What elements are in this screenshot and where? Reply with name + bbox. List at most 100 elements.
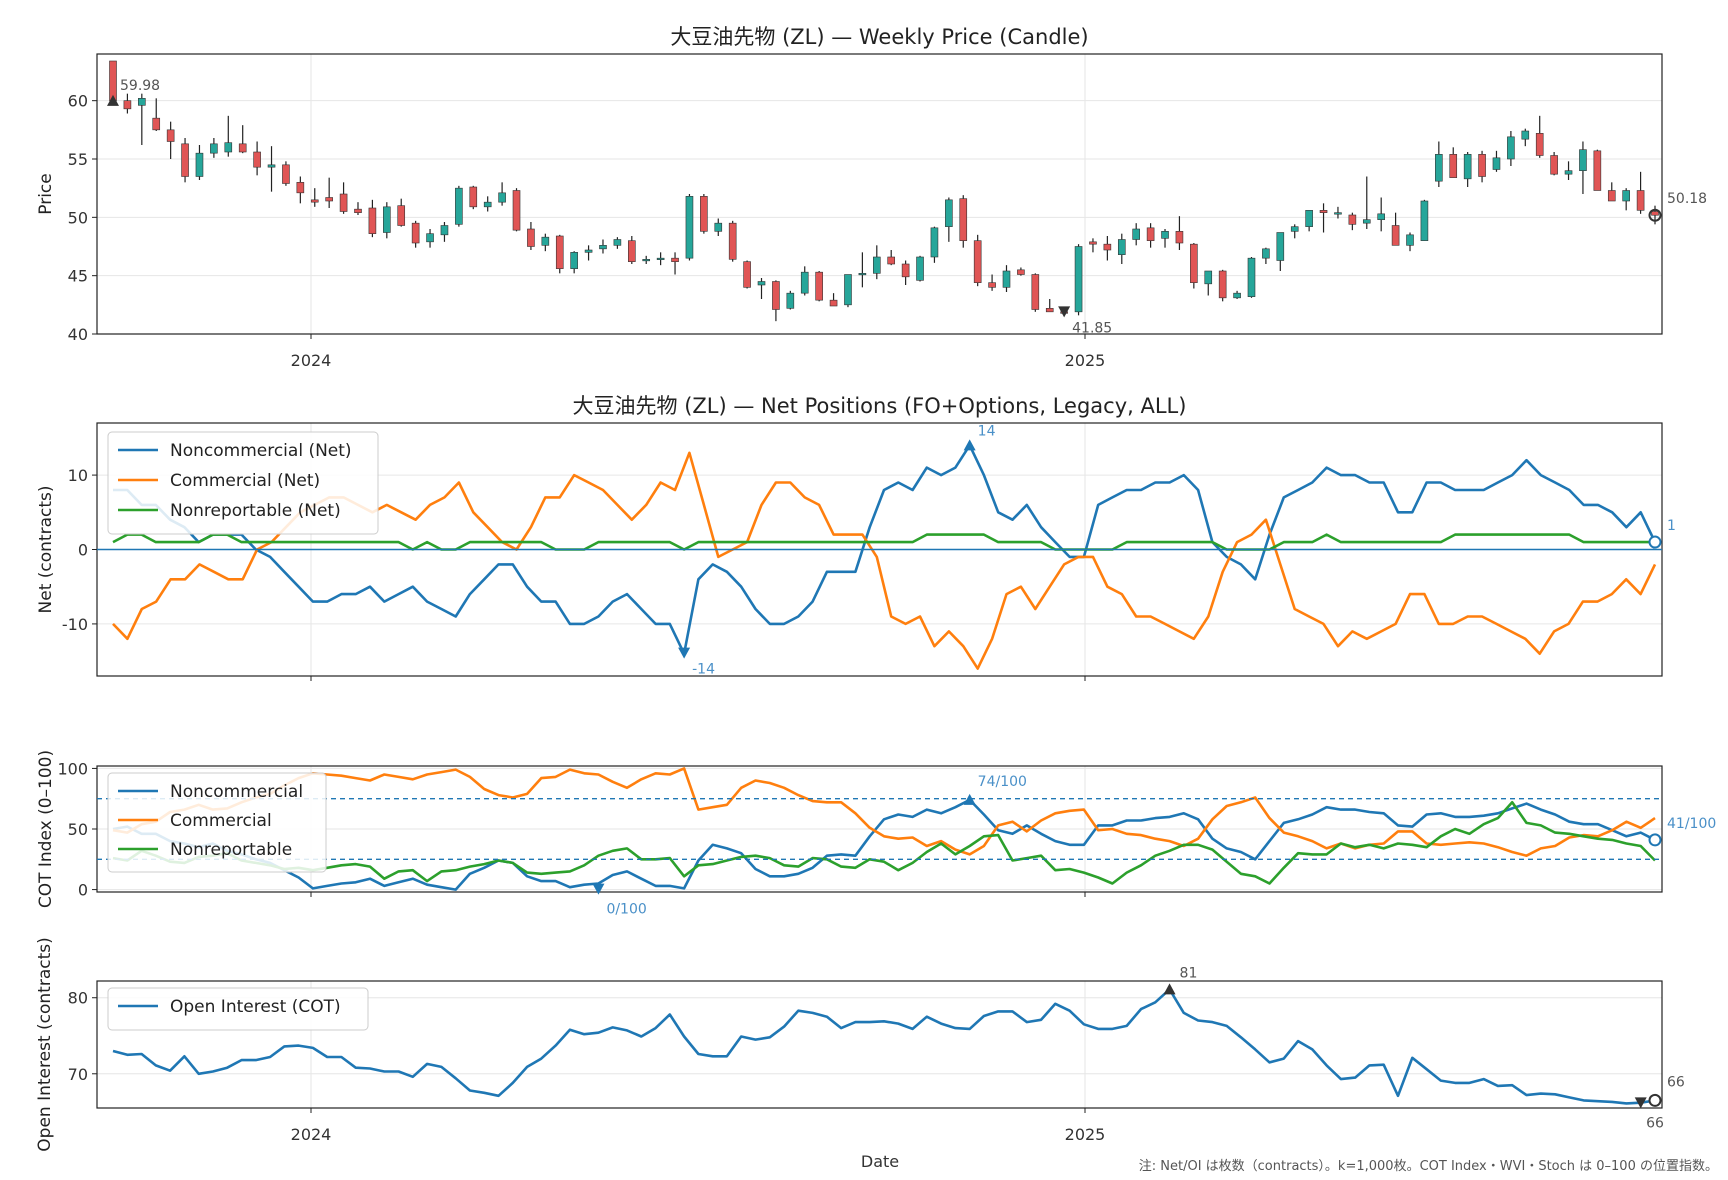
candle-body <box>656 257 665 260</box>
candle-body <box>1622 190 1630 202</box>
candle-body <box>1593 150 1602 191</box>
candle-body <box>1435 154 1443 182</box>
y-tick-label: 0 <box>78 541 88 560</box>
max-marker <box>963 439 976 451</box>
candle-body <box>973 240 982 283</box>
min-marker <box>1634 1097 1647 1109</box>
max-annotation: 74/100 <box>978 774 1027 790</box>
candle-body <box>1521 130 1530 140</box>
candle-body <box>945 199 953 227</box>
candle-body <box>988 282 996 288</box>
series-line <box>112 533 1655 551</box>
candle-body <box>844 274 852 306</box>
panel-frame <box>96 53 1663 335</box>
last-marker <box>1648 833 1662 847</box>
max-annotation: 14 <box>978 423 996 439</box>
y-tick-label: 0 <box>78 881 88 900</box>
candle-body <box>757 281 766 286</box>
candle-body <box>1290 226 1299 232</box>
y-tick-label: 50 <box>68 820 88 839</box>
candle-body <box>829 299 838 307</box>
last-marker <box>1648 535 1662 549</box>
candle-body <box>613 239 622 246</box>
candle-body <box>1276 232 1285 261</box>
candle-body <box>1190 243 1198 283</box>
y-tick-label: 80 <box>68 989 88 1008</box>
candle-body <box>671 257 679 262</box>
candle-body <box>1406 234 1414 246</box>
candle-body <box>599 245 607 250</box>
candle-body <box>152 117 161 131</box>
candle-body <box>541 236 550 246</box>
last-annotation: 41/100 <box>1667 816 1716 832</box>
legend-label: Nonreportable <box>170 840 292 860</box>
candle-body <box>1391 225 1400 246</box>
candle-body <box>872 256 881 274</box>
min-annotation: 41.85 <box>1072 320 1112 336</box>
candle-body <box>339 193 348 212</box>
y-axis-label: COT Index (0–100) <box>36 750 56 908</box>
candle-body <box>1103 243 1112 251</box>
candle-body <box>1319 210 1328 213</box>
y-axis-label: Price <box>36 173 56 214</box>
candle-body <box>628 240 636 262</box>
last-annotation: 50.18 <box>1667 191 1707 207</box>
series-line <box>112 988 1656 1105</box>
y-tick-label: 55 <box>68 150 88 169</box>
candle-body <box>714 222 723 232</box>
x-tick-label: 2025 <box>1065 1125 1106 1144</box>
min-marker <box>678 647 691 659</box>
max-marker <box>1163 983 1176 995</box>
candle-body <box>1002 270 1011 288</box>
candle-body <box>1420 200 1429 241</box>
candle-body <box>700 196 708 232</box>
candle-body <box>1247 257 1256 297</box>
candle-body <box>1377 213 1385 220</box>
candle-body <box>815 271 823 301</box>
y-tick-label: 50 <box>68 208 88 227</box>
candle-body <box>123 100 132 110</box>
candle-body <box>181 143 189 177</box>
legend-label: Commercial <box>170 811 272 831</box>
candle-body <box>1161 231 1169 239</box>
candle-body <box>1564 170 1573 175</box>
candle-body <box>1146 227 1155 241</box>
candle-body <box>1449 154 1458 178</box>
candle-body <box>527 228 535 247</box>
candle-body <box>1334 212 1342 215</box>
candle-body <box>1478 154 1486 177</box>
candle-body <box>555 235 564 269</box>
max-marker <box>107 94 119 106</box>
candle-body <box>772 281 780 310</box>
candle-body <box>1348 214 1357 225</box>
candle-body <box>1074 246 1083 313</box>
candle-body <box>1607 190 1616 202</box>
candle-body <box>858 273 867 276</box>
footnote: 注: Net/OI は枚数（contracts）。k=1,000枚。COT In… <box>1139 1159 1718 1174</box>
candle-body <box>455 187 463 225</box>
candle-body <box>310 199 319 203</box>
last-marker <box>1648 208 1662 222</box>
candle-body <box>1362 219 1371 224</box>
candle-body <box>224 142 233 153</box>
series-line <box>112 798 1656 891</box>
candle-body <box>354 208 362 213</box>
candle-body <box>685 196 694 259</box>
max-marker <box>963 793 976 805</box>
candle-body <box>397 205 406 226</box>
y-tick-label: 10 <box>68 466 88 485</box>
candle-body <box>901 263 910 278</box>
candle-body <box>1233 292 1241 299</box>
candle-body <box>1132 228 1140 240</box>
candle-body <box>498 192 506 203</box>
y-tick-label: 60 <box>68 92 88 111</box>
y-tick-label: -10 <box>62 615 88 634</box>
candle-body <box>1204 270 1213 285</box>
candle-body <box>195 152 204 177</box>
y-axis-label: Net (contracts) <box>36 486 56 614</box>
candle-body <box>253 151 261 168</box>
series-line <box>112 801 1656 885</box>
candle-body <box>1262 248 1270 259</box>
candle-body <box>570 252 578 269</box>
